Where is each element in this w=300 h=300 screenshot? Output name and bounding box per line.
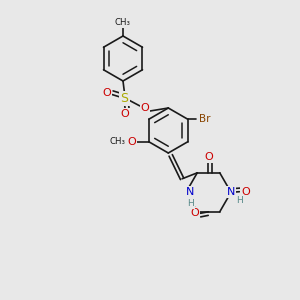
Text: O: O	[127, 137, 136, 147]
Text: S: S	[121, 92, 128, 105]
Text: O: O	[241, 187, 250, 197]
Text: Br: Br	[199, 114, 210, 124]
Text: H: H	[237, 196, 243, 205]
Text: N: N	[227, 187, 235, 197]
Text: CH₃: CH₃	[110, 137, 126, 146]
Text: O: O	[190, 208, 200, 218]
Text: O: O	[121, 109, 130, 119]
Text: N: N	[186, 187, 195, 197]
Text: O: O	[103, 88, 112, 98]
Text: O: O	[140, 103, 149, 113]
Text: CH₃: CH₃	[115, 18, 131, 27]
Text: H: H	[187, 199, 194, 208]
Text: O: O	[204, 152, 213, 162]
